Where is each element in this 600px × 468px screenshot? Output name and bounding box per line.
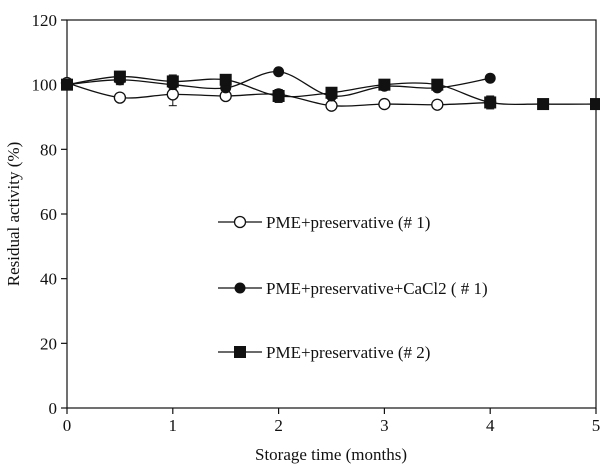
- y-tick-label: 120: [32, 11, 58, 30]
- legend-marker: [233, 215, 247, 229]
- x-tick-label: 4: [486, 416, 495, 435]
- data-point: [325, 99, 338, 112]
- data-point: [273, 66, 285, 78]
- x-tick-label: 2: [274, 416, 283, 435]
- y-tick-label: 20: [40, 334, 57, 353]
- data-point: [484, 72, 496, 84]
- data-point: [378, 97, 391, 111]
- data-point: [325, 86, 338, 99]
- legend-label: PME+preservative (# 1): [266, 213, 430, 232]
- data-point: [537, 98, 550, 111]
- legend-marker: [234, 346, 246, 358]
- data-point: [272, 89, 285, 102]
- data-point: [378, 78, 391, 91]
- data-point: [166, 88, 179, 101]
- data-point: [61, 78, 73, 91]
- x-tick-label: 3: [380, 416, 389, 435]
- legend-marker: [234, 282, 246, 294]
- data-point: [590, 98, 600, 111]
- y-tick-label: 0: [49, 399, 58, 418]
- x-axis-label: Storage time (months): [255, 445, 407, 464]
- series-layer: [60, 66, 600, 112]
- y-tick-label: 80: [40, 140, 57, 159]
- legend-label: PME+preservative (# 2): [266, 343, 430, 362]
- legend: PME+preservative (# 1) PME+preservative+C…: [218, 213, 488, 362]
- legend-label: PME+preservative+CaCl2 ( # 1): [266, 279, 488, 298]
- y-tick-label: 60: [40, 205, 57, 224]
- x-tick-label: 5: [592, 416, 600, 435]
- data-point: [113, 91, 127, 104]
- series-3: [61, 70, 600, 111]
- y-tick-label: 100: [32, 76, 58, 95]
- x-tick-label: 0: [63, 416, 72, 435]
- axis-ticks: 0 1 2 3 4 5 0 20 40 60 80 100 120: [32, 11, 600, 435]
- data-point: [431, 78, 444, 91]
- data-point: [113, 70, 126, 83]
- data-point: [484, 96, 497, 109]
- y-tick-label: 40: [40, 270, 57, 289]
- data-point: [219, 73, 232, 86]
- x-tick-label: 1: [169, 416, 178, 435]
- y-axis-label: Residual activity (%): [4, 142, 23, 286]
- data-point: [166, 75, 179, 88]
- data-point: [431, 98, 444, 111]
